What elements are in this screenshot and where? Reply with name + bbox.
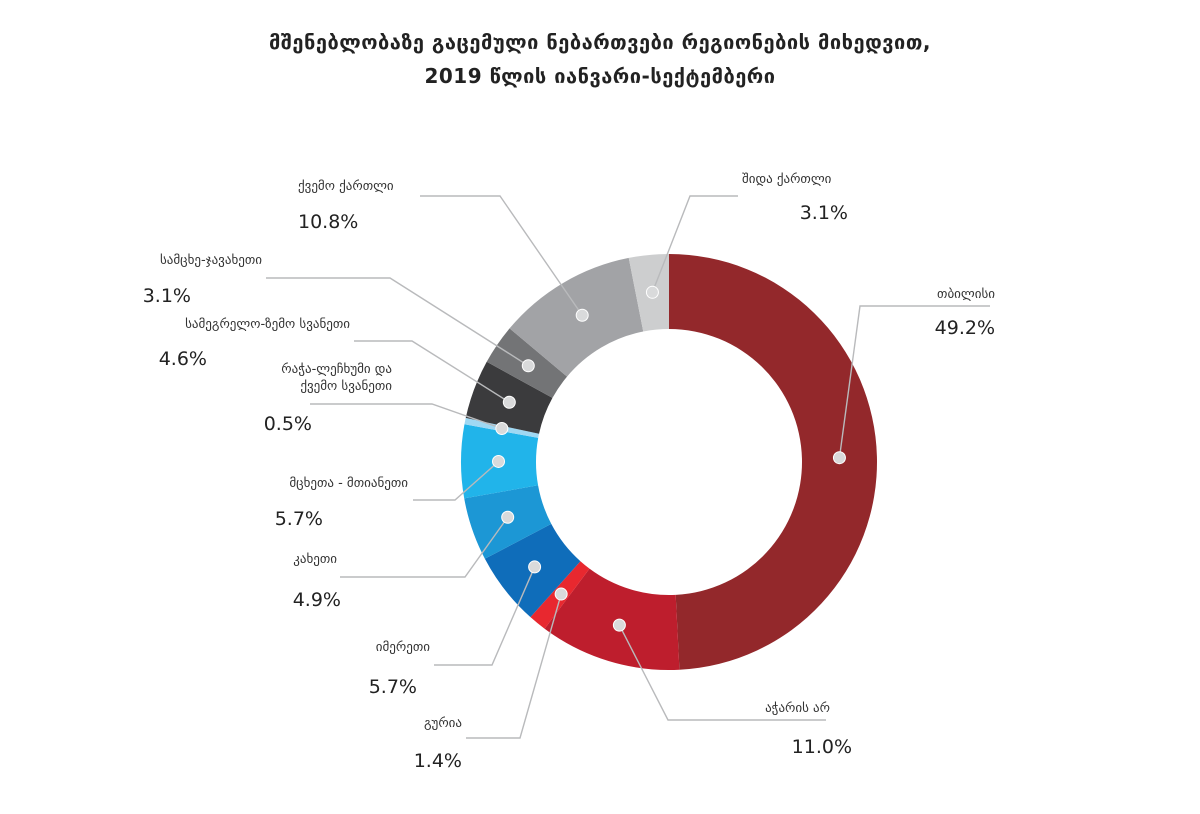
slice-marker-4 — [528, 560, 542, 574]
slice-name-label-8: სამეგრელო-ზემო სვანეთი — [185, 317, 350, 332]
slice-labels: თბილისი 49.2% აჭარის არ 11.0% გურია 1.4% იმერე… — [143, 172, 996, 772]
slice-name-label-2: აჭარის არ — [765, 701, 830, 716]
slice-marker-8 — [502, 395, 516, 409]
slice-value-label-11: 3.1% — [800, 202, 848, 224]
leader-line-5 — [340, 516, 509, 578]
slice-name-label-3: გურია — [424, 716, 462, 731]
slice-1 — [669, 254, 878, 670]
leader-line-9 — [266, 277, 529, 367]
leader-lines — [266, 195, 990, 739]
slice-value-label-2: 11.0% — [792, 736, 852, 758]
slice-value-label-3: 1.4% — [414, 750, 462, 772]
slice-marker-9 — [521, 359, 535, 373]
slice-value-label-7: 0.5% — [264, 413, 312, 435]
leader-line-7 — [310, 403, 503, 430]
slice-value-label-1: 49.2% — [935, 317, 995, 339]
slice-value-label-8: 4.6% — [159, 348, 207, 370]
slice-value-label-4: 5.7% — [369, 676, 417, 698]
slice-name-label-5: კახეთი — [293, 552, 337, 567]
slice-marker-11 — [645, 285, 659, 299]
slice-marker-1 — [832, 451, 846, 465]
leader-line-10 — [420, 195, 583, 316]
leader-line-1 — [838, 305, 990, 458]
slice-2 — [544, 568, 680, 670]
leader-line-4 — [434, 566, 536, 666]
leader-line-6 — [413, 460, 499, 501]
slice-name-label-10: ქვემო ქართლი — [298, 179, 394, 194]
slice-marker-7 — [495, 421, 509, 435]
slice-marker-6 — [492, 454, 506, 468]
leader-line-11 — [651, 195, 738, 293]
leader-line-8 — [354, 340, 510, 403]
slice-name-label-7: რაჭა-ლეჩხუმი და ქვემო სვანეთი — [281, 362, 392, 394]
slice-value-label-6: 5.7% — [275, 508, 323, 530]
slice-value-label-5: 4.9% — [293, 589, 341, 611]
slice-value-label-9: 3.1% — [143, 285, 191, 307]
leader-line-3 — [466, 593, 562, 739]
slice-value-label-10: 10.8% — [298, 211, 358, 233]
chart-title-line-2: 2019 წლის იანვარი-სექტემბერი — [424, 64, 776, 88]
slice-marker-10 — [575, 308, 589, 322]
slice-marker-3 — [554, 587, 568, 601]
slice-marker-2 — [612, 618, 626, 632]
slice-name-label-6: მცხეთა - მთიანეთი — [289, 476, 408, 491]
slice-name-label-11: შიდა ქართლი — [742, 172, 832, 187]
slice-marker-5 — [501, 510, 515, 524]
leader-line-2 — [618, 624, 826, 721]
slice-name-label-1: თბილისი — [937, 287, 995, 302]
slice-name-label-9: სამცხე-ჯავახეთი — [160, 253, 262, 268]
slice-name-label-4: იმერეთი — [376, 640, 430, 655]
chart-title-line-1: მშენებლობაზე გაცემული ნებართვები რეგიონე… — [269, 30, 931, 54]
donut-slices — [461, 254, 878, 670]
